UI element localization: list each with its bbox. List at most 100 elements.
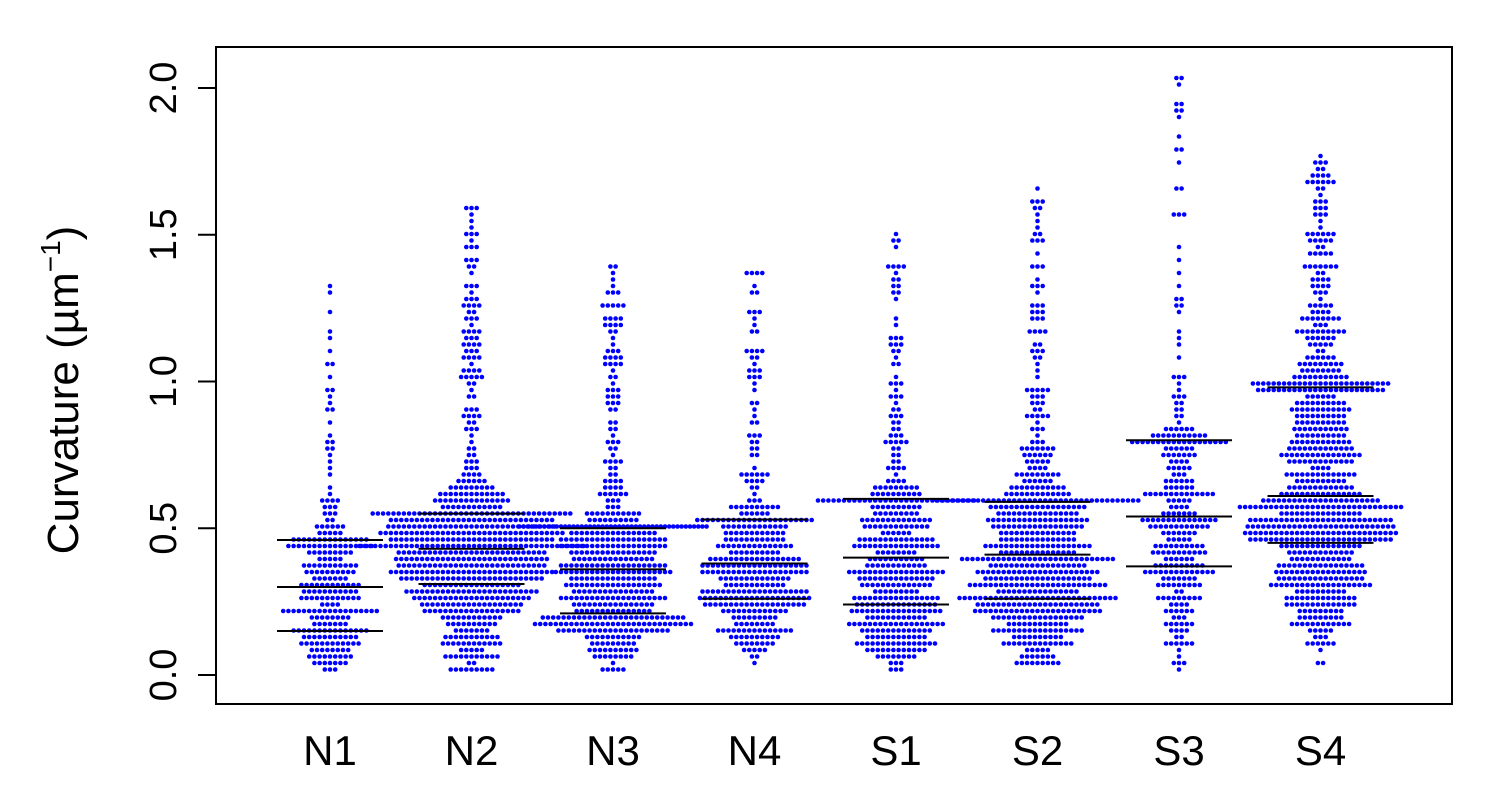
data-point — [495, 608, 500, 614]
data-point — [1287, 485, 1292, 490]
data-point — [1284, 472, 1289, 477]
data-point — [728, 537, 734, 542]
data-point — [561, 628, 566, 633]
data-point — [600, 303, 605, 308]
data-point — [757, 628, 762, 633]
data-point — [589, 563, 595, 568]
data-point — [1333, 426, 1339, 432]
data-point — [1344, 524, 1349, 529]
data-point — [453, 498, 459, 503]
data-point — [996, 556, 1001, 562]
data-point — [474, 654, 480, 659]
data-point — [1176, 498, 1182, 503]
data-point — [767, 608, 773, 614]
data-point — [893, 433, 899, 438]
data-point — [1383, 537, 1388, 542]
data-point — [652, 550, 657, 555]
data-point — [888, 569, 894, 575]
data-point — [919, 595, 925, 601]
data-point — [1006, 524, 1012, 529]
data-point — [443, 595, 448, 601]
data-point — [513, 602, 518, 607]
data-point — [909, 621, 914, 627]
data-point — [1022, 517, 1027, 523]
data-point — [1035, 309, 1040, 315]
data-point — [1014, 543, 1019, 549]
data-point — [469, 667, 474, 672]
data-point — [757, 309, 762, 315]
data-point — [1089, 602, 1095, 607]
data-point — [1001, 628, 1006, 633]
data-point — [736, 589, 742, 594]
data-point — [1318, 212, 1323, 217]
data-point — [778, 608, 783, 614]
data-point — [1323, 563, 1328, 568]
data-point — [1307, 446, 1313, 451]
data-point — [445, 615, 451, 620]
data-point — [1040, 576, 1045, 581]
data-point — [1372, 504, 1378, 510]
data-point — [1030, 283, 1035, 289]
data-point — [613, 329, 618, 334]
data-point — [1074, 615, 1079, 620]
data-point — [1161, 530, 1166, 536]
data-point — [466, 602, 472, 607]
data-point — [497, 530, 503, 536]
data-point — [317, 660, 322, 666]
data-point — [571, 628, 577, 633]
data-point — [419, 543, 425, 549]
data-point — [608, 654, 613, 659]
data-point — [479, 498, 485, 503]
data-point — [1161, 582, 1166, 588]
data-point — [539, 517, 544, 523]
data-point — [1189, 524, 1195, 529]
data-point — [589, 569, 595, 575]
data-point — [854, 641, 860, 646]
data-point — [497, 615, 503, 620]
data-point — [1048, 511, 1053, 516]
data-point — [571, 615, 577, 620]
data-point — [1063, 511, 1069, 516]
data-point — [471, 641, 477, 646]
data-point — [1352, 537, 1357, 542]
data-point — [1300, 517, 1305, 523]
data-point — [998, 608, 1004, 614]
data-point — [608, 459, 613, 464]
data-point — [1176, 576, 1182, 581]
data-point — [1323, 576, 1328, 581]
data-point — [1362, 530, 1367, 536]
data-point — [1300, 452, 1305, 458]
data-point — [1318, 160, 1323, 165]
data-point — [896, 582, 901, 588]
data-point — [1339, 446, 1344, 451]
data-point — [657, 569, 663, 575]
data-point — [325, 387, 330, 393]
data-point — [1192, 595, 1197, 601]
data-point — [1050, 485, 1056, 490]
data-point — [718, 576, 723, 581]
data-point — [1284, 582, 1289, 588]
data-point — [1320, 595, 1326, 601]
data-point — [1331, 569, 1336, 575]
data-point — [327, 563, 333, 568]
data-point — [1076, 608, 1082, 614]
data-point — [1179, 641, 1184, 646]
data-point — [1171, 511, 1177, 516]
data-point — [1045, 647, 1051, 653]
data-point — [348, 654, 354, 659]
data-point — [327, 374, 333, 380]
data-point — [592, 647, 598, 653]
data-point — [345, 595, 351, 601]
data-point — [1189, 556, 1195, 562]
data-point — [1040, 537, 1045, 542]
data-point — [477, 641, 482, 646]
data-point — [760, 511, 765, 516]
data-point — [335, 647, 341, 653]
data-point — [919, 621, 925, 627]
data-point — [1166, 465, 1171, 471]
data-point — [893, 231, 899, 237]
data-point — [542, 563, 547, 568]
data-point — [705, 589, 710, 594]
data-point — [461, 602, 467, 607]
data-point — [340, 569, 346, 575]
